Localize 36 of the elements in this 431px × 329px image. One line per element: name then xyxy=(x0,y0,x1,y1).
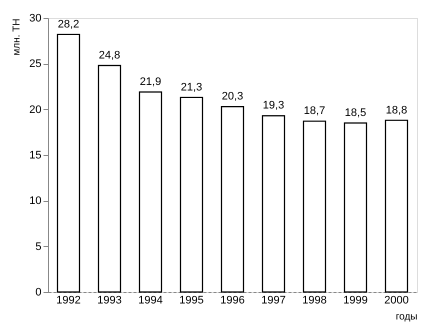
x-tick-label: 1992 xyxy=(56,294,81,306)
data-label: 20,3 xyxy=(222,90,244,103)
y-tick-label: 0 xyxy=(35,286,42,298)
data-label: 21,9 xyxy=(140,76,162,88)
x-tick-label: 1994 xyxy=(138,294,163,306)
x-tick-label: 1998 xyxy=(302,294,327,306)
bar xyxy=(302,120,326,293)
data-label: 18,7 xyxy=(304,105,326,118)
data-label: 24,8 xyxy=(98,49,120,62)
bar xyxy=(98,64,122,293)
bar xyxy=(262,115,286,293)
y-tick-label: 10 xyxy=(29,195,42,208)
x-tick-label: 1993 xyxy=(97,294,122,306)
data-label: 21,3 xyxy=(180,81,202,94)
data-label: 19,3 xyxy=(262,100,284,112)
y-tick-label: 15 xyxy=(29,150,42,162)
y-axis-title: млн. ТН xyxy=(11,18,22,56)
data-label: 18,5 xyxy=(344,107,366,120)
x-tick-label: 1999 xyxy=(343,294,368,306)
data-label: 28,2 xyxy=(58,18,80,30)
y-tick-label: 25 xyxy=(29,58,42,70)
x-tick-label: 1995 xyxy=(179,294,204,306)
y-tick-label: 5 xyxy=(35,240,42,253)
bar xyxy=(180,96,204,293)
bar xyxy=(138,91,162,293)
y-tick-label: 30 xyxy=(29,12,42,24)
y-tick-label: 20 xyxy=(29,104,42,116)
data-label: 18,8 xyxy=(386,104,408,116)
x-tick-label: 2000 xyxy=(384,294,409,306)
x-tick-label: 1996 xyxy=(220,294,245,306)
x-axis-title: годы xyxy=(396,312,418,322)
bar xyxy=(344,122,368,293)
bar xyxy=(220,106,244,293)
bar xyxy=(56,34,80,293)
bar xyxy=(384,120,408,293)
x-tick-label: 1997 xyxy=(261,294,286,306)
